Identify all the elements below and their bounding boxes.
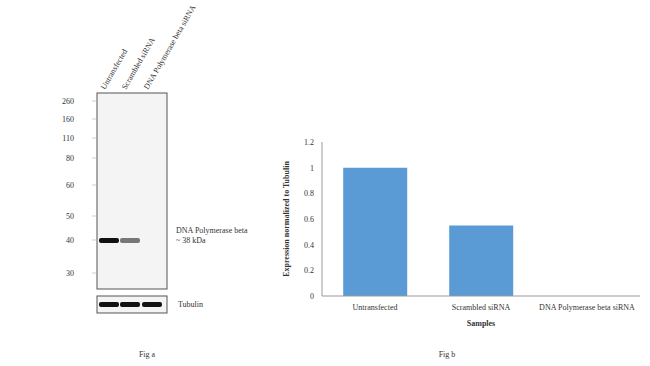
svg-text:0.2: 0.2 [304,266,314,275]
svg-text:Fig b: Fig b [439,350,456,359]
svg-text:Untransfected: Untransfected [353,303,398,312]
svg-text:0.6: 0.6 [304,215,314,224]
svg-text:0: 0 [310,292,314,301]
svg-text:40: 40 [66,236,74,245]
svg-text:Scrambled siRNA: Scrambled siRNA [452,303,511,312]
svg-text:30: 30 [66,269,74,278]
svg-text:DNA Polymerase beta siRNA: DNA Polymerase beta siRNA [142,3,198,91]
svg-text:50: 50 [66,212,74,221]
svg-text:Untransfected: Untransfected [98,47,130,91]
svg-text:Fig a: Fig a [139,350,156,359]
svg-text:260: 260 [62,97,74,106]
svg-text:1.2: 1.2 [304,138,314,147]
svg-text:Expression normalized to Tubul: Expression normalized to Tubulin [282,161,291,277]
svg-text:Tubulin: Tubulin [178,300,203,309]
svg-text:160: 160 [62,115,74,124]
svg-text:0.8: 0.8 [304,189,314,198]
svg-text:80: 80 [66,154,74,163]
svg-text:DNA Polymerase beta: DNA Polymerase beta [176,226,248,235]
svg-text:110: 110 [62,134,74,143]
svg-text:Samples: Samples [467,319,495,328]
svg-text:0.4: 0.4 [304,241,314,250]
svg-text:DNA Polymerase beta siRNA: DNA Polymerase beta siRNA [539,303,635,312]
svg-text:~ 38 kDa: ~ 38 kDa [176,236,206,245]
svg-text:60: 60 [66,181,74,190]
svg-text:1: 1 [310,164,314,173]
svg-text:Scrambled siRNA: Scrambled siRNA [119,35,157,91]
